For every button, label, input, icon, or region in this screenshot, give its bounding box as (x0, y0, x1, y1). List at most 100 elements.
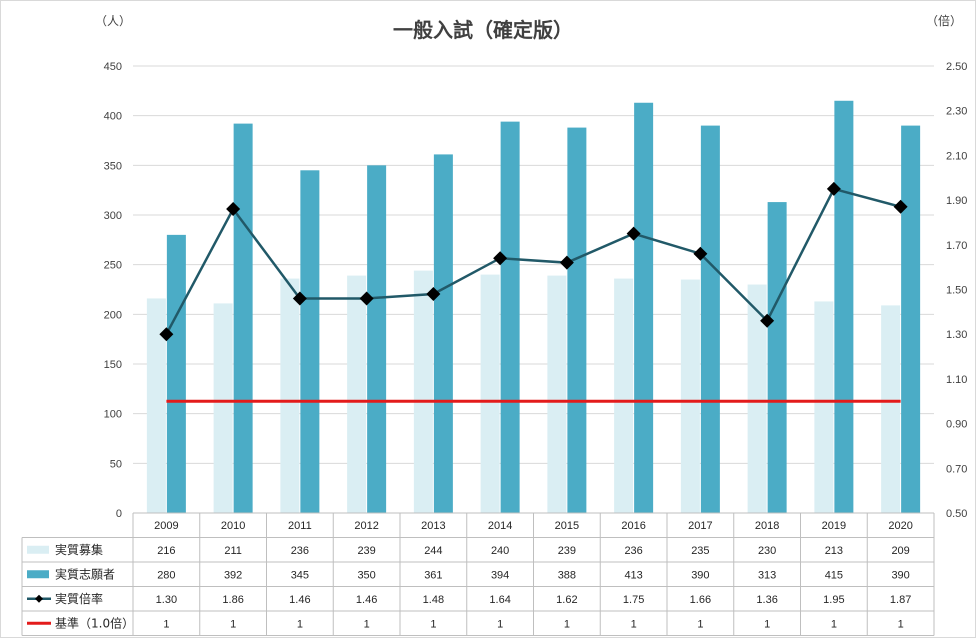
gridlines (133, 65, 934, 514)
ratio-point (292, 291, 307, 306)
ratio-line (165, 187, 901, 335)
legend-key-bar (27, 545, 49, 554)
ratio-point (893, 199, 908, 214)
y2-tick-label: 2.50 (946, 61, 967, 73)
bar-applicant (834, 100, 854, 514)
bar-applicant (567, 127, 587, 513)
data-label: 413 (624, 569, 642, 581)
y2-tick-label: 1.50 (946, 285, 967, 297)
data-label: 1 (430, 618, 436, 630)
data-label: 394 (491, 569, 509, 581)
legend-label: 実質倍率 (55, 591, 103, 606)
data-label: 211 (224, 545, 242, 557)
data-label: 345 (291, 569, 309, 581)
y2-tick-label: 1.10 (946, 374, 967, 386)
bar-recruit (814, 301, 834, 513)
x-tick-label: 2012 (354, 520, 378, 532)
y2-tick-label: 2.10 (946, 150, 967, 162)
bar-recruit (547, 275, 567, 513)
x-tick-label: 2016 (621, 520, 645, 532)
bar-recruit (413, 270, 433, 513)
data-label: 1 (364, 618, 370, 630)
data-label: 1 (297, 618, 303, 630)
line-series (159, 181, 908, 403)
bar-applicant (233, 123, 253, 513)
x-tick-label: 2018 (755, 520, 779, 532)
data-label: 236 (624, 545, 642, 557)
data-label: 1.75 (623, 594, 644, 606)
data-label: 1 (831, 618, 837, 630)
y-tick-label: 450 (104, 61, 122, 73)
x-tick-label: 2014 (488, 520, 512, 532)
data-label: 1 (564, 618, 570, 630)
y-tick-label: 150 (104, 359, 122, 371)
ratio-point (826, 181, 841, 196)
ratio-point (626, 226, 641, 241)
y-tick-label: 400 (104, 111, 122, 123)
data-label: 280 (157, 569, 175, 581)
y-tick-label: 350 (104, 160, 122, 172)
left-axis-ticks: 0 50 100 150 200 250 300 350 400 450 (104, 61, 122, 520)
data-label: 313 (758, 569, 776, 581)
y2-tick-label: 1.90 (946, 195, 967, 207)
bar-recruit (347, 275, 367, 513)
bar-applicant (634, 102, 654, 514)
data-table: 2009 2010 2011 2012 2013 2014 2015 2016 2017 2018… (21, 512, 935, 636)
ratio-point (693, 246, 708, 261)
y2-tick-label: 2.30 (946, 106, 967, 118)
bar-recruit (614, 278, 634, 513)
ratio-point (493, 251, 508, 266)
y-tick-label: 250 (104, 260, 122, 272)
data-label: 1 (697, 618, 703, 630)
y2-tick-label: 0.90 (946, 419, 967, 431)
x-tick-label: 2013 (421, 520, 445, 532)
data-label: 216 (157, 545, 175, 557)
bar-applicant (300, 170, 320, 514)
y-tick-label: 200 (104, 309, 122, 321)
y2-tick-label: 1.30 (946, 329, 967, 341)
x-tick-label: 2019 (822, 520, 846, 532)
y-tick-label: 0 (116, 508, 122, 520)
data-label: 390 (691, 569, 709, 581)
bar-recruit (881, 305, 901, 513)
data-label: 1.46 (356, 594, 377, 606)
data-label: 236 (291, 545, 309, 557)
data-label: 213 (825, 545, 843, 557)
data-label: 209 (891, 545, 909, 557)
x-tick-label: 2010 (221, 520, 245, 532)
y-tick-label: 50 (110, 458, 122, 470)
y2-tick-label: 0.50 (946, 508, 967, 520)
x-tick-label: 2015 (555, 520, 579, 532)
data-label: 1.64 (489, 594, 510, 606)
bar-applicant (166, 234, 186, 513)
y-tick-label: 300 (104, 210, 122, 222)
bar-recruit (680, 279, 700, 513)
bar-applicant (901, 125, 921, 513)
bar-applicant (367, 165, 387, 514)
legend-label: 基準（1.0倍） (55, 615, 134, 630)
ratio-point (426, 286, 441, 301)
data-label: 1 (764, 618, 770, 630)
data-label: 1 (631, 618, 637, 630)
data-label: 361 (424, 569, 442, 581)
y2-tick-label: 0.70 (946, 463, 967, 475)
data-label: 1.95 (823, 594, 844, 606)
data-label: 239 (558, 545, 576, 557)
bar-recruit (480, 274, 500, 513)
data-label: 1.30 (156, 594, 177, 606)
x-tick-label: 2009 (154, 520, 178, 532)
data-label: 1 (230, 618, 236, 630)
bar-applicant (767, 202, 787, 513)
data-label: 1.36 (756, 594, 777, 606)
data-label: 1.46 (289, 594, 310, 606)
right-axis-unit: （倍） (926, 13, 962, 28)
y2-tick-label: 1.70 (946, 240, 967, 252)
data-label: 235 (691, 545, 709, 557)
bar-recruit (213, 303, 233, 513)
legend-label: 実質志願者 (55, 566, 115, 581)
x-tick-label: 2020 (888, 520, 912, 532)
bar-recruit (280, 278, 300, 513)
data-label: 239 (357, 545, 375, 557)
data-label: 1.86 (222, 594, 243, 606)
